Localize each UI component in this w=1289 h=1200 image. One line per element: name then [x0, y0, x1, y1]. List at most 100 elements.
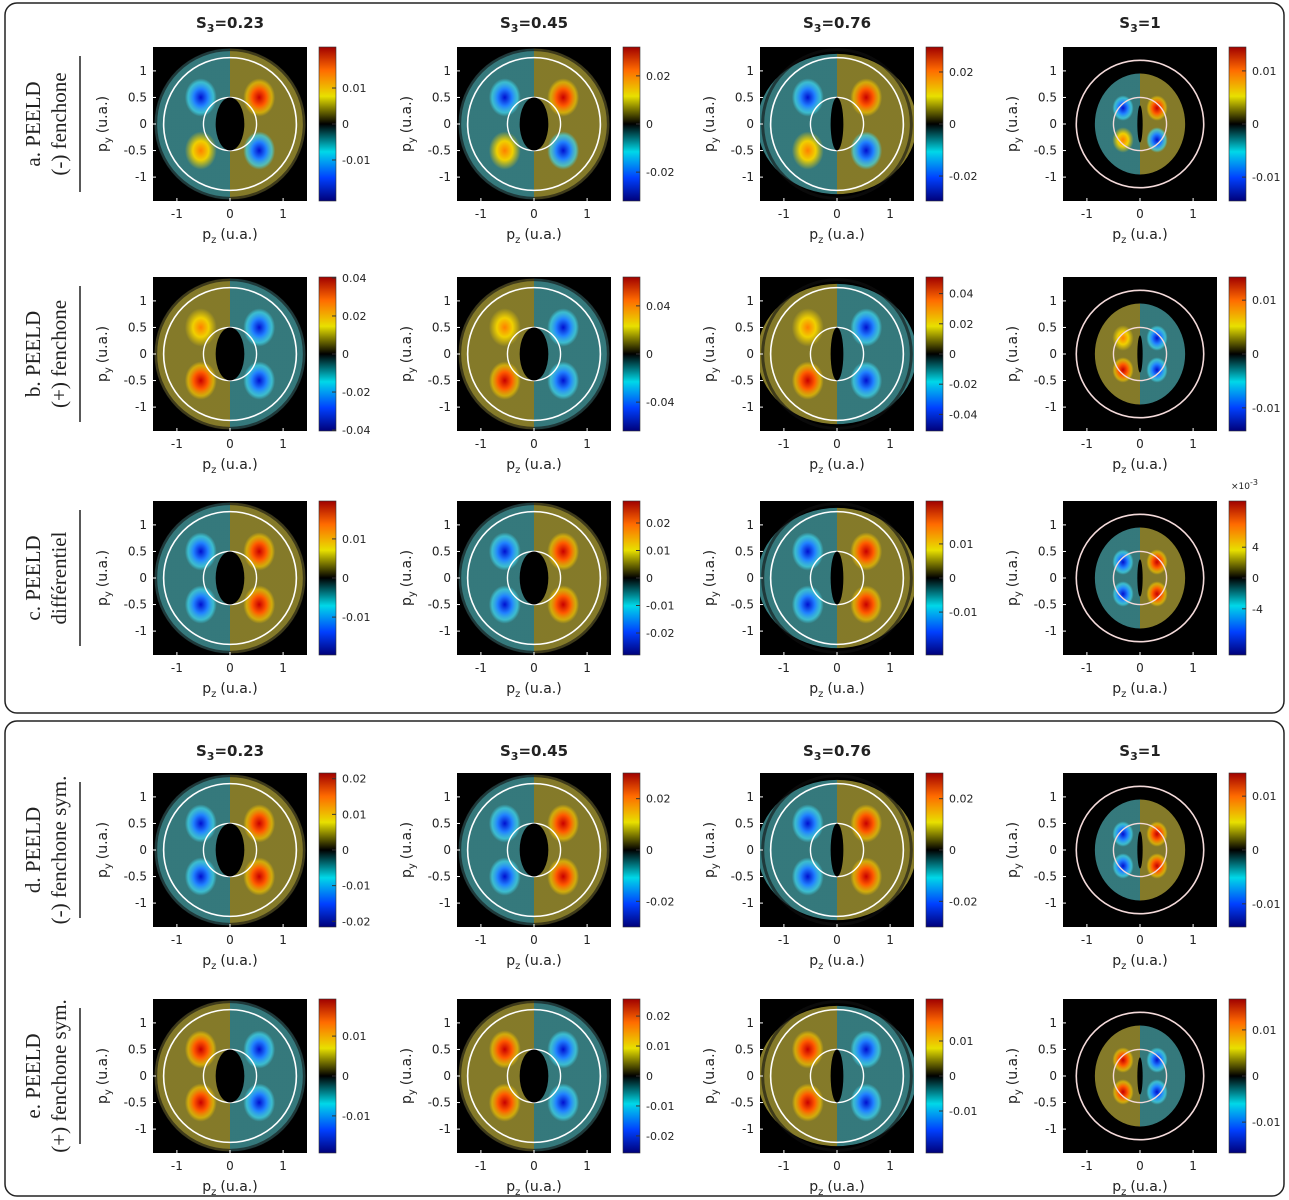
colorbar-tick-label: 0 — [342, 1070, 349, 1083]
ring — [162, 1008, 298, 1144]
center-hole — [519, 97, 549, 151]
x-axis-label-symbol: p — [1112, 1179, 1121, 1195]
heatmap-blob — [1112, 1047, 1134, 1073]
y-tick-label: -1 — [439, 624, 451, 638]
x-axis-label-rest: (u.a.) — [1130, 1179, 1167, 1195]
colorbar-tick-label: -0.02 — [342, 386, 370, 399]
y-tick-label: 0.5 — [432, 544, 451, 558]
column-title-rest: =0.23 — [214, 742, 264, 760]
heatmap-blob — [850, 1030, 883, 1069]
heatmap-blob — [488, 78, 521, 117]
y-tick-label: 1 — [443, 518, 451, 532]
y-axis-label: py (u.a.) — [399, 96, 418, 152]
x-tick-label: 1 — [1189, 661, 1197, 675]
y-tick-label: -0.5 — [124, 144, 147, 158]
y-tick-label: 0.5 — [735, 816, 754, 830]
y-axis-label-group: py (u.a.) — [95, 550, 114, 606]
center-hole — [519, 1049, 549, 1103]
column-title-symbol: S — [803, 742, 814, 760]
colorbar-tick-label: 0.01 — [1252, 790, 1277, 803]
y-tick-label: 0 — [139, 1069, 147, 1083]
y-axis-label-symbol: p — [95, 373, 111, 382]
x-axis-label-rest: (u.a.) — [524, 1179, 561, 1195]
y-tick-label: 1 — [1049, 518, 1057, 532]
colorbar-exponent: ×10-3 — [1231, 478, 1258, 492]
y-tick-label: -1 — [742, 1122, 754, 1136]
x-tick-label: 0 — [833, 207, 841, 221]
heatmap-blob — [850, 857, 883, 896]
y-axis-label: py (u.a.) — [702, 326, 721, 382]
column-title: S3=0.23 — [196, 742, 264, 763]
column-title-subscript: 3 — [1130, 22, 1138, 35]
colorbar-tick-label: -0.02 — [949, 170, 977, 183]
colorbar-tick-label: -0.01 — [342, 611, 370, 624]
y-tick-label: -0.5 — [1034, 1096, 1057, 1110]
y-tick-label: 0 — [443, 843, 451, 857]
center-hole — [215, 823, 245, 877]
y-axis-label: py (u.a.) — [95, 550, 114, 606]
ring — [1112, 326, 1168, 382]
x-tick-label: 1 — [279, 1159, 287, 1173]
colorbar-tick-label: 0 — [949, 844, 956, 857]
y-tick-label: -0.5 — [1034, 870, 1057, 884]
center-hole — [1137, 105, 1143, 143]
colorbar-tick-label: 0.02 — [949, 318, 974, 331]
x-axis-label-rest: (u.a.) — [524, 227, 561, 243]
x-axis-label: pz (u.a.) — [202, 457, 257, 476]
heatmap-blob — [850, 361, 883, 400]
heatmap-blob — [850, 78, 883, 117]
heatmap — [760, 773, 914, 927]
colorbar-tick-label: 0 — [646, 844, 653, 857]
colorbar-tick-label: -4 — [1252, 603, 1263, 616]
colorbar-tick-label: -0.04 — [646, 396, 674, 409]
heatmap-blob — [1146, 127, 1168, 153]
y-tick-label: 1 — [746, 294, 754, 308]
x-tick-label: 1 — [583, 207, 591, 221]
y-tick-label: -1 — [742, 400, 754, 414]
y-tick-label: -0.5 — [731, 374, 754, 388]
colorbar-tick-label: 0.02 — [342, 773, 367, 786]
column-title-subscript: 3 — [511, 22, 519, 35]
y-axis-label-symbol: p — [1005, 869, 1021, 878]
y-tick-label: 0 — [746, 117, 754, 131]
y-tick-label: 0.5 — [128, 1042, 147, 1056]
y-tick-label: -1 — [742, 170, 754, 184]
x-axis-label-symbol: p — [202, 227, 211, 243]
column-title-rest: =0.76 — [821, 742, 871, 760]
x-tick-label: 0 — [1136, 1159, 1144, 1173]
colorbar-tick-label: 0.01 — [949, 538, 974, 551]
ring — [162, 56, 298, 192]
y-axis-label: py (u.a.) — [702, 550, 721, 606]
y-tick-label: -1 — [742, 896, 754, 910]
center-hole — [830, 97, 844, 151]
y-tick-label: -0.5 — [124, 1096, 147, 1110]
x-axis-label-subscript: z — [515, 235, 520, 246]
center-hole — [519, 551, 549, 605]
colorbar-tick-label: -0.01 — [646, 600, 674, 613]
y-tick-label: -1 — [439, 400, 451, 414]
row-label: d. PEELD (-) fenchone sym. — [21, 776, 71, 925]
x-tick-label: 1 — [886, 1159, 894, 1173]
y-tick-label: 1 — [443, 790, 451, 804]
ring — [162, 782, 298, 918]
y-axis-label-group: py (u.a.) — [1005, 326, 1024, 382]
y-tick-label: 0 — [443, 347, 451, 361]
y-axis-label-rest: (u.a.) — [702, 1048, 718, 1085]
x-tick-label: 0 — [833, 933, 841, 947]
y-axis-label: py (u.a.) — [1005, 96, 1024, 152]
x-axis-label-rest: (u.a.) — [1130, 227, 1167, 243]
colorbar-tick-label: 0.02 — [342, 310, 367, 323]
y-tick-label: -1 — [1045, 170, 1057, 184]
center-hole — [1137, 831, 1143, 869]
y-tick-label: 1 — [139, 64, 147, 78]
x-axis-label-rest: (u.a.) — [1130, 953, 1167, 969]
colorbar-tick-label: 0.01 — [1252, 65, 1277, 78]
colorbar-tick-label: 0 — [949, 572, 956, 585]
heatmap-blob — [547, 804, 580, 843]
y-tick-label: 0 — [746, 843, 754, 857]
y-tick-label: 1 — [746, 64, 754, 78]
panel-frame — [4, 2, 1285, 714]
y-axis-label-subscript: y — [710, 367, 721, 373]
colorbar-tick-label: 0 — [342, 844, 349, 857]
